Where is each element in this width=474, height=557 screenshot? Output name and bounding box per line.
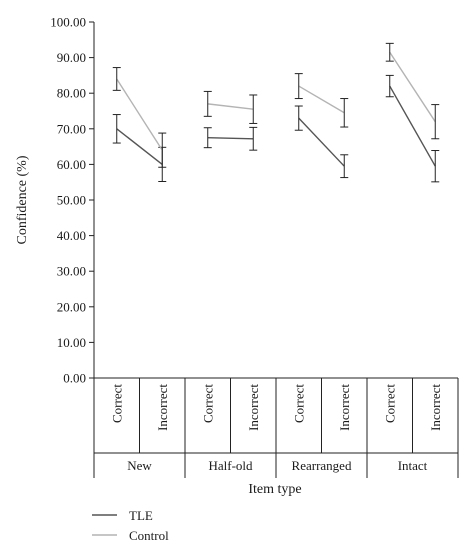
y-tick-label: 70.00 [57, 121, 86, 136]
control-series-line [207, 103, 254, 110]
tle-series-line [116, 128, 163, 165]
condition-label: Correct [200, 384, 215, 423]
legend: TLE Control [92, 508, 169, 543]
control-series-line [389, 51, 436, 123]
condition-label: Incorrect [428, 384, 443, 431]
control-series-line [298, 85, 345, 114]
legend-label-control: Control [129, 528, 169, 543]
y-tick-label: 100.00 [50, 15, 86, 30]
plot-area [112, 42, 440, 183]
condition-label: Incorrect [246, 384, 261, 431]
y-axis-label: Confidence (%) [15, 155, 30, 244]
tle-series-line [207, 137, 254, 140]
y-tick-label: 50.00 [57, 193, 86, 208]
x-category-table: Correct Incorrect New Correct Incorrect Half-… [93, 377, 459, 478]
y-axis: 0.00 10.00 20.00 30.00 40.00 50.00 60.00 70.00 8… [15, 15, 95, 386]
group-label: Rearranged [292, 458, 352, 473]
group-label: Half-old [208, 458, 253, 473]
y-tick-label: 20.00 [57, 299, 86, 314]
y-tick-label: 80.00 [57, 86, 86, 101]
y-tick-label: 10.00 [57, 335, 86, 350]
condition-label: Incorrect [155, 384, 170, 431]
y-tick-label: 90.00 [57, 50, 86, 65]
control-series-line [116, 78, 163, 151]
x-axis-label: Item type [248, 482, 301, 497]
y-tick-label: 40.00 [57, 228, 86, 243]
group-label: Intact [398, 458, 428, 473]
tle-series-line [389, 85, 436, 167]
condition-label: Correct [382, 384, 397, 423]
tle-series-line [298, 117, 345, 167]
condition-label: Correct [109, 384, 124, 423]
legend-label-tle: TLE [129, 508, 153, 523]
condition-label: Correct [291, 384, 306, 423]
y-ticks: 0.00 10.00 20.00 30.00 40.00 50.00 60.00 70.00 8… [50, 15, 94, 386]
y-tick-label: 30.00 [57, 264, 86, 279]
y-tick-label: 60.00 [57, 157, 86, 172]
group-label: New [127, 458, 152, 473]
y-tick-label: 0.00 [63, 371, 86, 386]
condition-label: Incorrect [337, 384, 352, 431]
